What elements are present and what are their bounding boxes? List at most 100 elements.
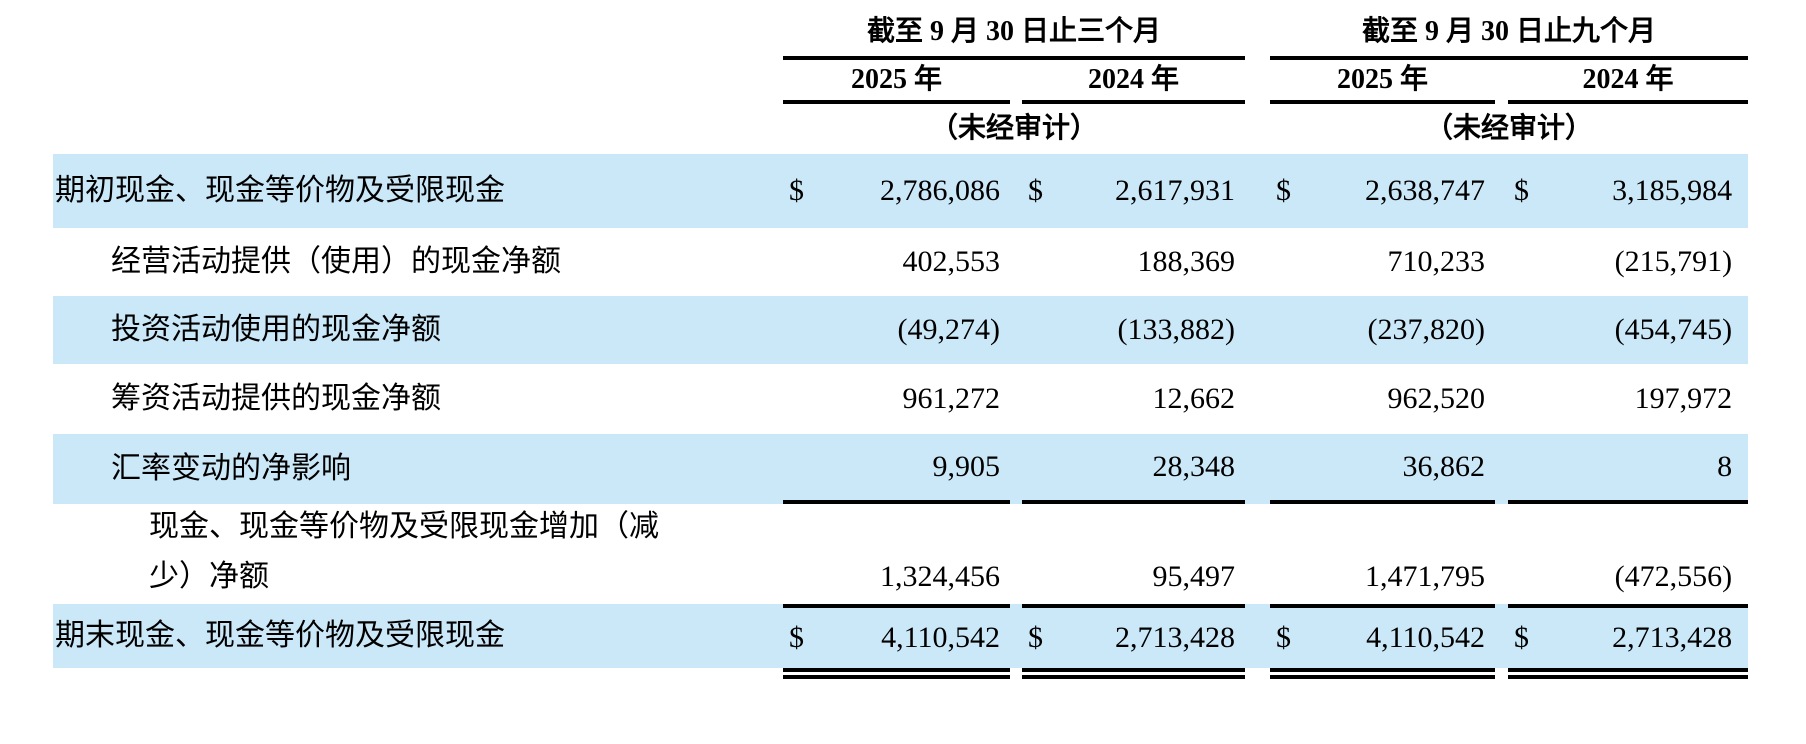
currency-cell [1270, 228, 1312, 296]
row-label: 筹资活动提供的现金净额 [111, 381, 441, 415]
currency-cell [783, 228, 825, 296]
currency-cell [1270, 550, 1312, 604]
currency-cell [1022, 434, 1064, 504]
table-row-beginning-cash: 期初现金、现金等价物及受限现金 $ 2,786,086 $ 2,617,931 … [53, 154, 1749, 228]
spacer-cell [1245, 60, 1270, 104]
spacer-cell [1495, 604, 1509, 668]
value-cell: 95,497 [1152, 559, 1236, 593]
currency-cell: $ [1270, 604, 1313, 668]
value-cell: 1,471,795 [1365, 559, 1486, 593]
spacer-cell [1245, 296, 1271, 364]
spacer-cell [1495, 228, 1508, 296]
year-header-9m-2024: 2024 年 [1508, 60, 1749, 104]
spacer-cell [1245, 364, 1270, 434]
value-cell: 1,324,456 [880, 559, 1000, 593]
value-cell: 188,369 [1137, 244, 1236, 278]
double-rule-segment [1022, 668, 1246, 679]
row-label: 期初现金、现金等价物及受限现金 [53, 154, 783, 228]
unaudited-note-3m: （未经审计） [930, 112, 1099, 144]
row-label: 投资活动使用的现金净额 [53, 296, 783, 364]
spacer-cell [1495, 60, 1508, 104]
currency-cell [1508, 364, 1550, 434]
year-header-3m-2024: 2024 年 [1022, 60, 1246, 104]
period-header-nine-months: 截至 9 月 30 日止九个月 [1270, 8, 1749, 60]
unaudited-note-9m: （未经审计） [1425, 112, 1594, 144]
currency-cell: $ [1508, 604, 1551, 668]
currency-cell: $ [1270, 154, 1313, 228]
currency-cell: $ [1508, 154, 1551, 228]
spacer-cell [1010, 550, 1022, 604]
currency-cell [783, 550, 825, 604]
currency-cell [1022, 228, 1064, 296]
period-header-row: 截至 9 月 30 日止三个月 截至 9 月 30 日止九个月 [53, 8, 1749, 60]
spacer-cell [1010, 604, 1022, 668]
spacer-cell [1495, 550, 1508, 604]
currency-cell [1270, 364, 1312, 434]
period-header-three-months: 截至 9 月 30 日止三个月 [783, 8, 1246, 60]
corner-blank-cell [53, 8, 783, 60]
value-cell: (215,791) [1614, 244, 1733, 278]
value-cell: 2,638,747 [1312, 154, 1496, 228]
unaudited-note-row: （未经审计） （未经审计） [53, 104, 1748, 154]
currency-cell [1022, 550, 1064, 604]
currency-cell [783, 364, 825, 434]
value-cell: (472,556) [1614, 559, 1733, 593]
currency-cell [1508, 550, 1550, 604]
row-label: 期末现金、现金等价物及受限现金 [53, 604, 783, 668]
spacer-cell [1245, 434, 1271, 504]
blank-cell [53, 60, 783, 104]
value-cell: 12,662 [1152, 381, 1236, 415]
blank-cell [783, 504, 1748, 550]
currency-cell [783, 296, 825, 364]
spacer-cell [1010, 364, 1022, 434]
spacer-cell [1495, 154, 1509, 228]
table-row-exchange-rate-effect: 汇率变动的净影响 9,905 28,348 36,862 8 [53, 434, 1749, 504]
currency-cell [1508, 296, 1551, 364]
currency-cell [1270, 296, 1313, 364]
spacer-cell [1495, 668, 1508, 679]
table-row-operating-activities: 经营活动提供（使用）的现金净额 402,553 188,369 710,233 … [53, 228, 1748, 296]
value-cell: 2,713,428 [1550, 604, 1749, 668]
spacer-cell [1495, 434, 1509, 504]
row-label: 现金、现金等价物及受限现金增加（减 [149, 509, 659, 543]
spacer-cell [1245, 668, 1270, 679]
double-rule-segment [1270, 668, 1496, 679]
currency-cell [1508, 228, 1550, 296]
currency-cell: $ [1022, 604, 1064, 668]
value-cell: 8 [1550, 434, 1749, 504]
row-label: 汇率变动的净影响 [53, 434, 783, 504]
spacer-cell [1010, 60, 1022, 104]
value-cell: 3,185,984 [1550, 154, 1749, 228]
cash-flow-summary-table: 截至 9 月 30 日止三个月 截至 9 月 30 日止九个月 2025 年 2… [53, 8, 1749, 679]
value-cell: 4,110,542 [1312, 604, 1496, 668]
currency-cell: $ [783, 154, 825, 228]
financial-statement-page: 截至 9 月 30 日止三个月 截至 9 月 30 日止九个月 2025 年 2… [53, 8, 1749, 679]
table-row-investing-activities: 投资活动使用的现金净额 (49,274) (133,882) (237,820)… [53, 296, 1749, 364]
value-cell: 710,233 [1387, 244, 1486, 278]
spacer-cell [1010, 228, 1022, 296]
value-cell: 402,553 [902, 244, 1001, 278]
value-cell: 962,520 [1387, 381, 1486, 415]
spacer-cell [1010, 154, 1022, 228]
value-cell: 36,862 [1312, 434, 1496, 504]
spacer-cell [1245, 228, 1270, 296]
year-header-3m-2025: 2025 年 [783, 60, 1010, 104]
spacer-cell [1245, 104, 1270, 154]
value-cell: 961,272 [902, 381, 1001, 415]
value-cell: (133,882) [1064, 296, 1246, 364]
table-row-net-increase-line2: 少）净额 1,324,456 95,497 1,471,795 (472,556… [53, 550, 1748, 604]
currency-cell: $ [1022, 154, 1064, 228]
value-cell: 9,905 [825, 434, 1010, 504]
spacer-cell [1245, 8, 1270, 60]
spacer-cell [1010, 434, 1022, 504]
value-cell: 28,348 [1064, 434, 1246, 504]
currency-cell [1270, 434, 1313, 504]
value-cell: 4,110,542 [825, 604, 1010, 668]
spacer-cell [1245, 154, 1271, 228]
row-label: 少）净额 [149, 559, 269, 593]
currency-cell [783, 434, 825, 504]
spacer-cell [1010, 296, 1022, 364]
table-row-ending-cash: 期末现金、现金等价物及受限现金 $ 4,110,542 $ 2,713,428 … [53, 604, 1749, 668]
double-rule-segment [1508, 668, 1749, 679]
spacer-cell [1010, 668, 1022, 679]
